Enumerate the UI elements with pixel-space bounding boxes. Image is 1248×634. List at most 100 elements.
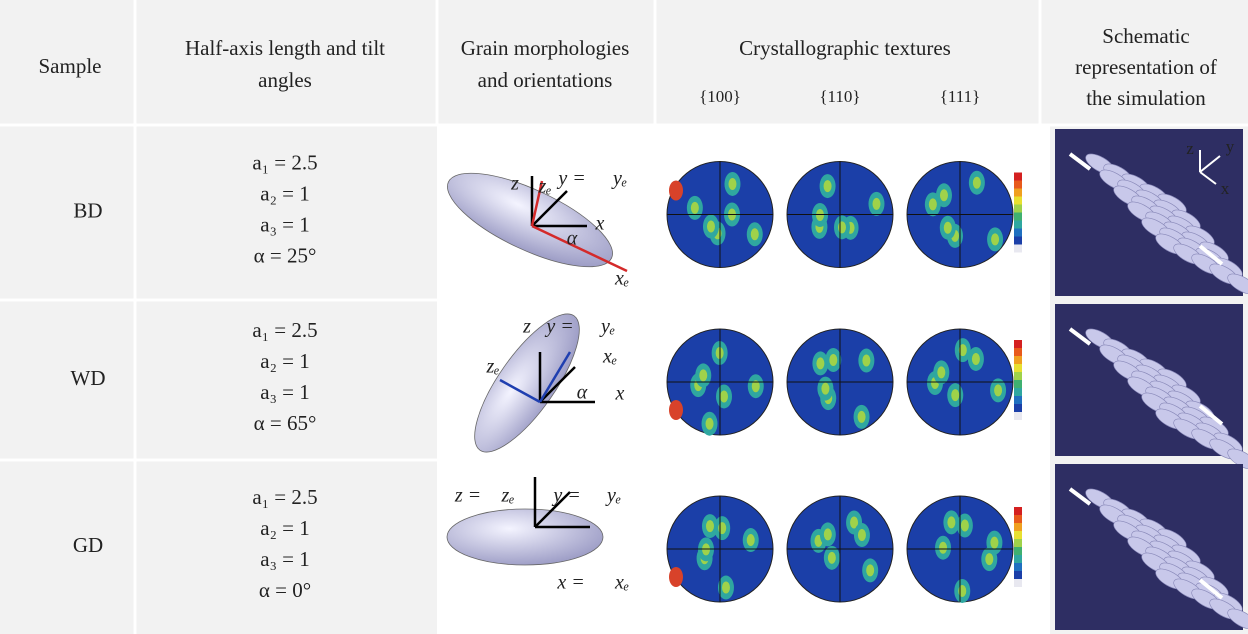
column-header: the simulation <box>1086 86 1206 110</box>
texture-subheader: {110} <box>819 87 860 106</box>
colorbar-cell <box>1014 212 1022 221</box>
texture-blob <box>823 528 832 541</box>
sample-name: WD <box>71 366 106 390</box>
texture-blob <box>705 520 714 533</box>
texture-blob <box>718 522 727 535</box>
texture-blob <box>823 180 832 193</box>
axis-arrow <box>531 190 568 227</box>
colorbar-cell <box>1014 236 1022 245</box>
grain-ellipsoid <box>474 313 580 453</box>
axis-label: z = <box>454 485 481 507</box>
load-arrow <box>1198 578 1224 600</box>
colorbar-cell <box>1014 244 1022 253</box>
sample-name: GD <box>73 533 103 557</box>
texture-subheader: {100} <box>699 87 741 106</box>
colorbar-cell <box>1014 196 1022 205</box>
axis-label: y = <box>544 316 573 338</box>
texture-blob <box>699 369 708 382</box>
parameter: a₂ = 1 <box>260 516 310 540</box>
colorbar-cell <box>1014 547 1022 555</box>
colorbar-cell <box>1014 539 1022 547</box>
parameter: a₂ = 1 <box>260 349 310 373</box>
texture-blob <box>857 410 866 423</box>
texture-blob <box>939 189 948 202</box>
colorbar-cell <box>1014 364 1022 372</box>
parameter: a₃ = 1 <box>260 380 310 404</box>
texture-blob <box>985 553 994 566</box>
axis-label: zₑ <box>485 356 499 378</box>
column-header: Half-axis length and tilt <box>185 36 385 60</box>
axis-label: z <box>1186 139 1194 158</box>
sample-name: BD <box>73 198 102 222</box>
texture-blob <box>960 519 969 532</box>
texture-blob <box>706 220 715 233</box>
texture-blob <box>751 380 760 393</box>
colorbar-cell <box>1014 188 1022 197</box>
load-arrow <box>1198 404 1224 426</box>
grain-ellipsoid <box>446 508 604 566</box>
axis-arrow <box>539 366 576 403</box>
axis-label: yₑ <box>599 316 615 338</box>
axis-label: α <box>577 382 588 404</box>
axis-label: α <box>567 228 578 250</box>
axis-arrow <box>1199 171 1217 185</box>
parameter: a₁ = 2.5 <box>252 485 317 509</box>
texture-blob <box>866 564 875 577</box>
column-header: and orientations <box>478 68 613 92</box>
column-header: Grain morphologies <box>461 36 630 60</box>
parameter: α = 65° <box>254 411 317 435</box>
texture-subheader: {111} <box>940 87 981 106</box>
parameter: a₃ = 1 <box>260 212 310 236</box>
colorbar-cell <box>1014 412 1022 420</box>
texture-blob <box>943 221 952 234</box>
axis-label: xₑ <box>614 572 629 594</box>
colorbar-cell <box>1014 372 1022 380</box>
texture-peak <box>669 567 683 587</box>
texture-blob <box>872 197 881 210</box>
load-arrow <box>1198 244 1224 266</box>
texture-blob <box>728 177 737 190</box>
parameter: a₁ = 2.5 <box>252 318 317 342</box>
colorbar-cell <box>1014 571 1022 579</box>
colorbar-cell <box>1014 555 1022 563</box>
texture-blob <box>690 201 699 214</box>
texture-blob <box>972 176 981 189</box>
colorbar-cell <box>1014 340 1022 348</box>
axis-arrow <box>530 180 544 227</box>
texture-blob <box>947 516 956 529</box>
texture-blob <box>857 529 866 542</box>
texture-blob <box>862 354 871 367</box>
axis-label: yₑ <box>605 485 621 507</box>
parameter: α = 0° <box>259 578 311 602</box>
colorbar-cell <box>1014 204 1022 213</box>
colorbar-cell <box>1014 348 1022 356</box>
axis-label: xₑ <box>614 268 629 290</box>
texture-peak <box>669 180 683 201</box>
texture-blob <box>971 352 980 365</box>
parameter: a₁ = 2.5 <box>252 150 317 174</box>
colorbar-cell <box>1014 380 1022 388</box>
axis-label: z <box>522 316 531 338</box>
texture-blob <box>928 198 937 211</box>
texture-blob <box>821 382 830 395</box>
axis-arrow <box>1199 155 1221 173</box>
colorbar-cell <box>1014 172 1022 181</box>
axis-label: y = <box>551 485 580 507</box>
axis-label: zₑ <box>537 176 551 198</box>
axis-label: yₑ <box>611 168 627 190</box>
axis-arrow <box>499 378 541 404</box>
colorbar-cell <box>1014 220 1022 229</box>
texture-blob <box>721 581 730 594</box>
load-arrow <box>1068 487 1092 506</box>
texture-blob <box>837 221 846 234</box>
colorbar-cell <box>1014 563 1022 571</box>
axis-label: x = <box>556 572 584 594</box>
column-header: angles <box>258 68 312 92</box>
axis-arrow <box>538 351 572 403</box>
texture-blob <box>720 390 729 403</box>
axis-label: y = <box>556 168 585 190</box>
colorbar-cell <box>1014 579 1022 587</box>
colorbar-cell <box>1014 228 1022 237</box>
parameter: a₂ = 1 <box>260 181 310 205</box>
